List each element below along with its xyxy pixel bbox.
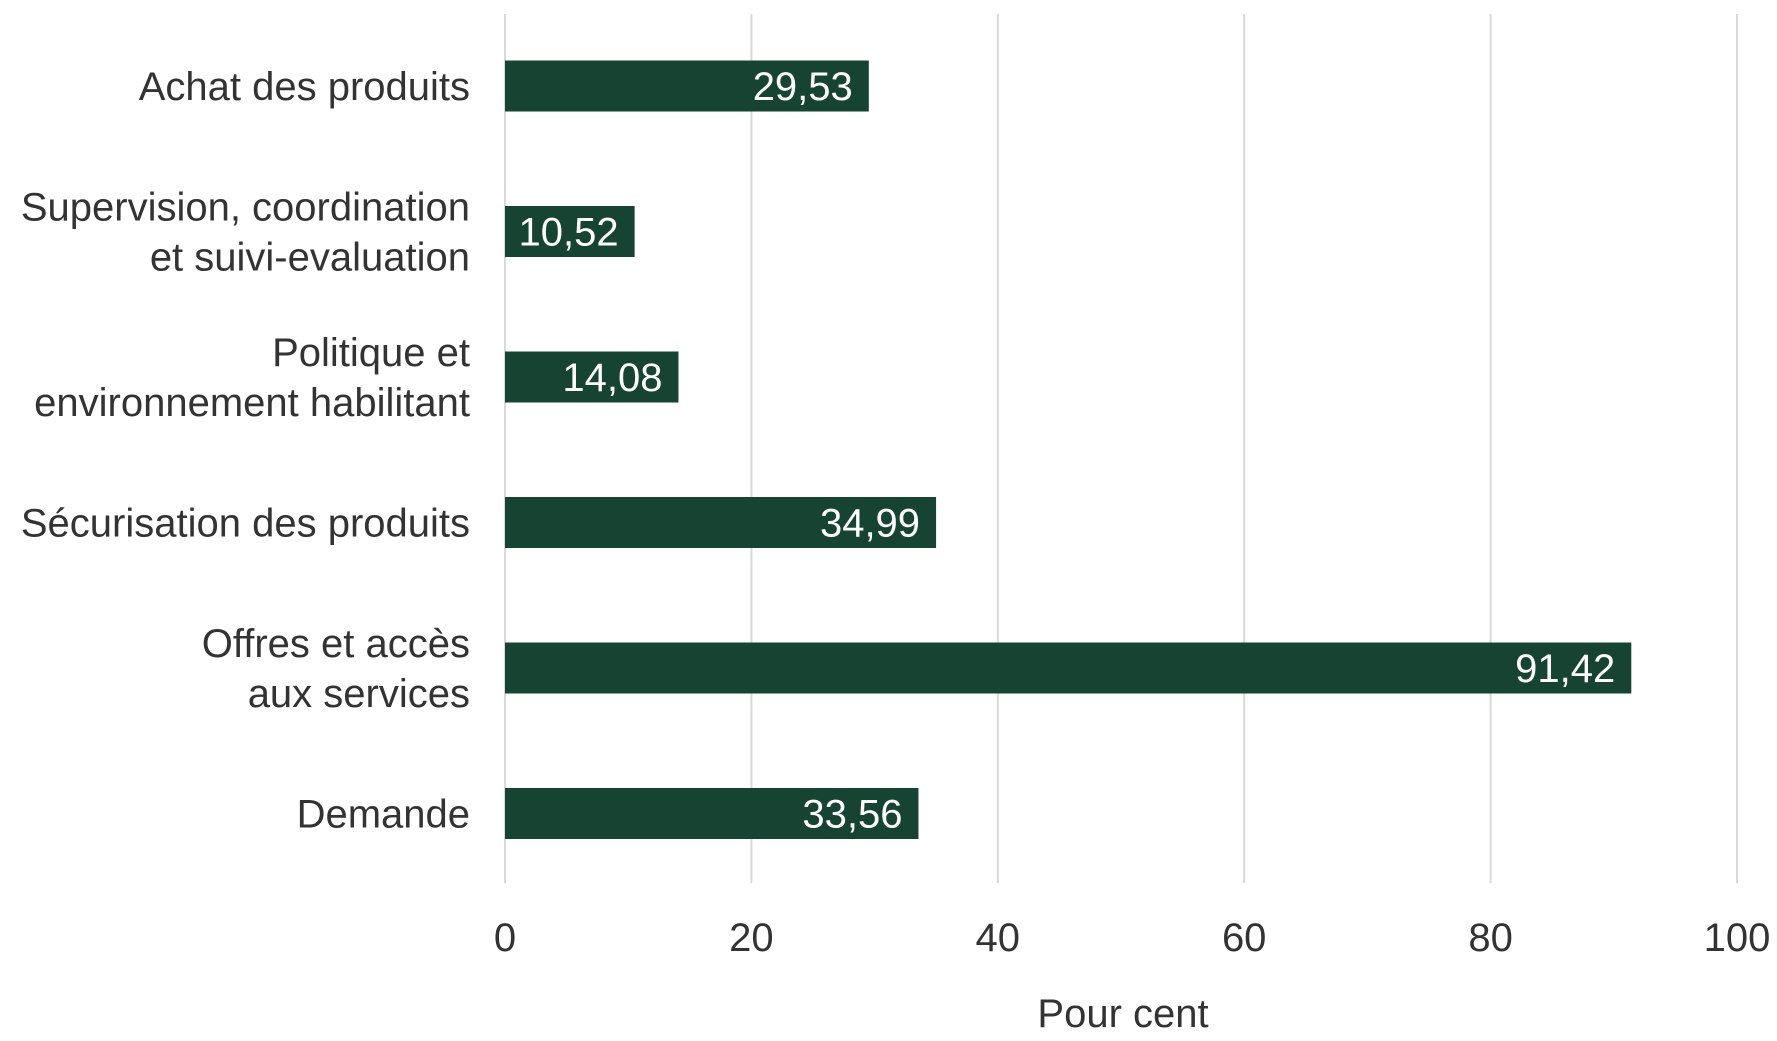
bar bbox=[505, 788, 919, 839]
category-label-line: Supervision, coordination bbox=[21, 186, 470, 230]
category-label-line: Politique et bbox=[272, 331, 470, 375]
data-label: 34,99 bbox=[820, 502, 920, 546]
category-label: Achat des produits bbox=[139, 65, 470, 109]
bar bbox=[505, 497, 937, 548]
bars: 29,53 10,52 14,08 34,99 91,42 33,56 bbox=[505, 60, 1632, 839]
category-label: Supervision, coordination et suivi-evalua… bbox=[21, 186, 470, 280]
data-label: 91,42 bbox=[1515, 647, 1615, 691]
category-label-line: Sécurisation des produits bbox=[21, 502, 470, 546]
data-label: 14,08 bbox=[562, 356, 662, 400]
bar bbox=[505, 206, 635, 257]
x-tick-labels: 0 20 40 60 80 100 bbox=[494, 916, 1771, 960]
category-label: Politique et environnement habilitant bbox=[34, 331, 470, 425]
data-label: 33,56 bbox=[802, 793, 902, 837]
category-label-line: Achat des produits bbox=[139, 65, 470, 109]
category-label-line: aux services bbox=[248, 672, 470, 716]
gridlines bbox=[504, 14, 1738, 883]
x-axis-title: Pour cent bbox=[1037, 992, 1208, 1036]
category-label: Offres et accès aux services bbox=[202, 622, 470, 716]
bar bbox=[505, 60, 869, 112]
x-tick-label: 80 bbox=[1468, 916, 1513, 960]
bar bbox=[505, 642, 1632, 694]
data-label: 10,52 bbox=[518, 211, 618, 255]
category-labels: Achat des produits Supervision, coordinat… bbox=[21, 65, 470, 837]
category-label-line: Offres et accès bbox=[202, 622, 470, 666]
category-label-line: et suivi-evaluation bbox=[150, 236, 470, 280]
x-tick-label: 20 bbox=[729, 916, 774, 960]
x-tick-label: 60 bbox=[1222, 916, 1267, 960]
category-label-line: environnement habilitant bbox=[34, 381, 470, 425]
x-tick-label: 100 bbox=[1704, 916, 1771, 960]
category-label-line: Demande bbox=[297, 793, 470, 837]
x-tick-label: 0 bbox=[494, 916, 516, 960]
x-tick-label: 40 bbox=[976, 916, 1021, 960]
category-label: Sécurisation des produits bbox=[21, 502, 470, 546]
bar bbox=[505, 351, 679, 403]
data-label: 29,53 bbox=[753, 65, 853, 109]
category-label: Demande bbox=[297, 793, 470, 837]
